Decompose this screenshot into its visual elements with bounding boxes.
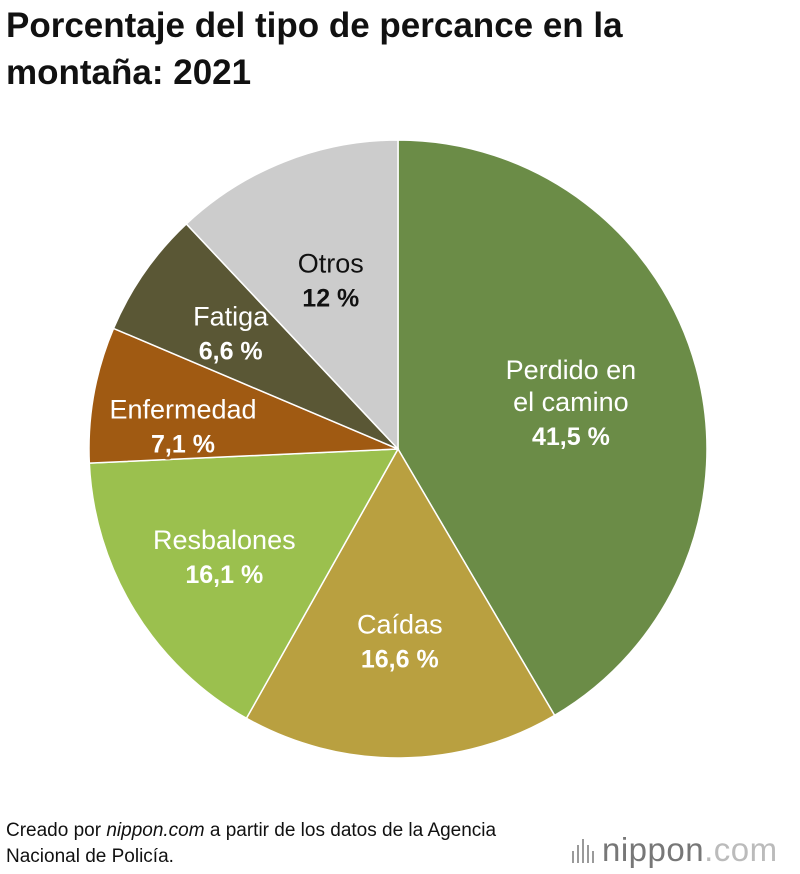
chart-title: Porcentaje del tipo de percance en la mo… [6,6,623,92]
slice-value: 16,6 % [361,646,439,674]
slice-name: Caídas [357,610,443,640]
pie-slices [88,139,708,759]
footer-suffix: a partir de los datos de la Agencia Naci… [6,820,497,867]
slice-name: el camino [513,387,629,417]
pie-slice [88,448,400,720]
slice-name: Perdido en [506,355,637,385]
slice-name: Otros [298,249,364,279]
footer-note: Creado por nippon.com a partir de los da… [6,818,546,870]
pie-slice [397,139,708,717]
pie-slice [112,222,399,450]
logo-suffix: .com [704,831,778,868]
pie-slice [245,447,556,759]
nippon-logo: nippon .com [572,830,778,870]
slice-value: 12 % [302,285,359,313]
slice-value: 16,1 % [185,561,263,589]
slice-label: Fatiga 6,6 % [193,301,269,365]
logo-name: nippon [602,831,705,868]
slice-label: Caídas 16,6 % [357,610,443,674]
logo-bars-icon [572,837,594,863]
slice-value: 7,1 % [151,431,215,459]
slice-label: Otros 12 % [298,249,364,313]
slice-label: Resbalones 16,1 % [153,525,296,589]
footer-prefix: Creado por [6,820,107,841]
slice-value: 41,5 % [532,423,610,451]
slice-label: Enfermedad 7,1 % [109,395,256,459]
footer-source: nippon.com [106,820,205,841]
slice-label: Perdido en el camino 41,5 % [506,355,637,451]
slice-name: Enfermedad [109,395,256,425]
slice-name: Resbalones [153,525,296,555]
slice-name: Fatiga [193,301,269,331]
slice-value: 6,6 % [199,337,263,365]
pie-slice [185,139,399,451]
pie-labels: Perdido en el camino 41,5 % Caídas 16,6 % Res… [106,249,637,674]
pie-slice [88,327,399,464]
